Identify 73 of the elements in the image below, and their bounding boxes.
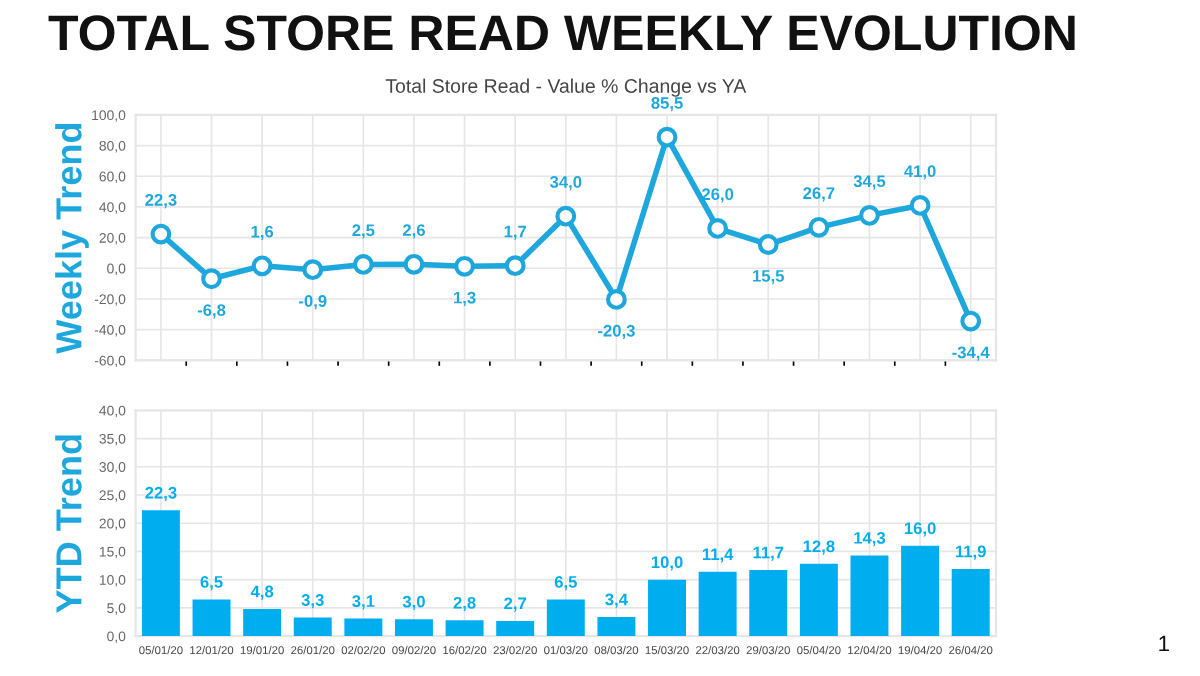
bar (799, 563, 838, 637)
data-label: 3,1 (352, 595, 375, 610)
data-label: 15,5 (753, 270, 784, 285)
data-label: 1,6 (251, 225, 274, 240)
bar (951, 568, 990, 637)
data-label: 41,0 (904, 165, 936, 180)
bar (648, 579, 686, 637)
data-label: -6,8 (197, 304, 226, 319)
point (656, 126, 678, 148)
bar (901, 545, 940, 637)
point (707, 217, 729, 239)
point (150, 223, 172, 245)
data-label: 16,0 (904, 522, 936, 537)
point (251, 255, 273, 277)
data-label: 3,0 (402, 595, 425, 610)
data-label: 11,7 (753, 546, 784, 561)
chart-title: TOTAL STORE READ WEEKLY EVOLUTION (48, 15, 1075, 51)
y-axis-title: Weekly Trend (55, 123, 89, 354)
data-label: 4,8 (250, 585, 274, 600)
point (201, 268, 222, 290)
bar (394, 619, 433, 637)
data-label: 2,7 (504, 597, 527, 612)
text: 1 (1159, 635, 1169, 652)
data-label: 3,3 (301, 594, 324, 609)
data-label: -34,4 (952, 346, 990, 361)
point (352, 254, 374, 275)
point (454, 255, 475, 277)
data-label: 26,7 (803, 187, 835, 202)
data-label: 34,0 (549, 176, 582, 191)
bar (445, 620, 484, 637)
point (605, 289, 627, 310)
point (859, 204, 880, 226)
data-label: 12,8 (803, 540, 835, 555)
data-label: 11,4 (702, 548, 734, 563)
y-axis-title: YTD Trend (55, 435, 82, 613)
bar (192, 599, 231, 637)
data-label: -20,3 (598, 324, 635, 340)
data-label: -0,9 (299, 295, 327, 310)
data-label: 85,5 (651, 97, 683, 112)
bar (344, 618, 383, 637)
data-label: 10,0 (651, 556, 683, 571)
bar (243, 609, 282, 637)
data-label: 26,0 (702, 188, 734, 203)
point (504, 255, 526, 277)
data-label: 6,5 (200, 576, 223, 591)
data-label: 11,9 (955, 545, 986, 560)
data-label: 22,3 (145, 193, 177, 209)
data-label: 1,3 (454, 291, 476, 306)
point (960, 310, 982, 332)
data-label: 22,3 (145, 486, 177, 502)
chart-subtitle: Total Store Read - Value % Change vs YA (385, 78, 747, 97)
data-label: 1,7 (504, 225, 527, 240)
data-label: 6,5 (554, 576, 577, 591)
bar (293, 617, 332, 637)
bar (546, 599, 585, 637)
bar (698, 571, 737, 637)
data-label: 2,8 (453, 596, 476, 612)
data-label: 2,5 (352, 224, 375, 239)
bar (850, 555, 889, 637)
bar (597, 616, 636, 637)
data-label: 2,6 (402, 224, 425, 239)
bar (496, 620, 535, 637)
bar (141, 510, 180, 637)
point (757, 234, 779, 255)
point (555, 205, 577, 227)
point (403, 253, 425, 275)
data-label: 14,3 (854, 531, 886, 547)
point (302, 259, 324, 281)
data-label: 3,4 (605, 593, 628, 608)
point (808, 216, 830, 238)
data-label: 34,5 (853, 175, 886, 190)
bar (749, 570, 788, 637)
point (909, 194, 931, 216)
